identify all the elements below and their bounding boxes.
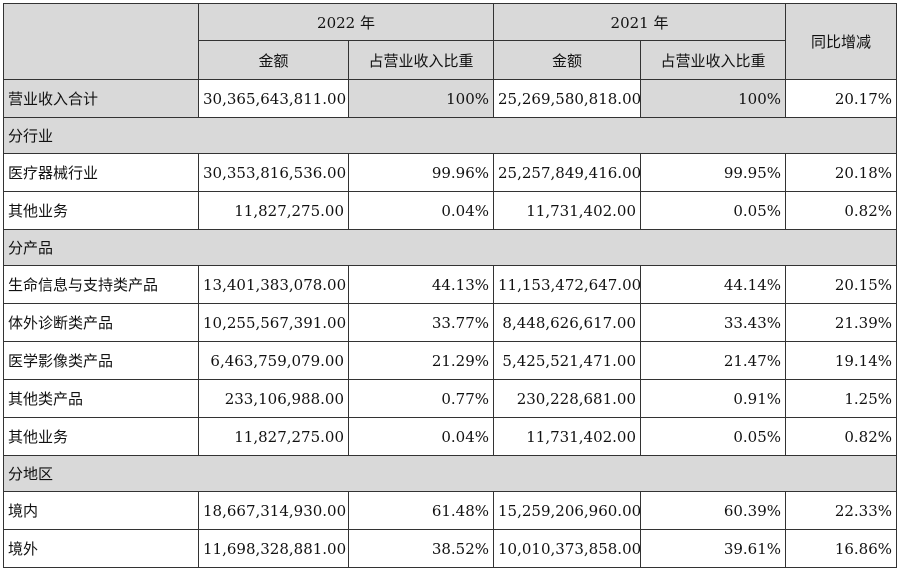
header-yoy-change: 同比增减	[785, 3, 898, 80]
table-row: 生命信息与支持类产品 13,401,383,078.00 44.13% 11,1…	[3, 265, 898, 304]
share-2022: 61.48%	[347, 491, 495, 530]
amount-2022: 11,827,275.00	[198, 191, 349, 230]
yoy-change: 1.25%	[785, 379, 898, 418]
amount-2022: 6,463,759,079.00	[198, 341, 349, 380]
total-revenue-row: 营业收入合计 30,365,643,811.00 100% 25,269,580…	[3, 79, 898, 118]
share-2022: 38.52%	[347, 529, 495, 568]
table-row: 其他类产品 233,106,988.00 0.77% 230,228,681.0…	[3, 379, 898, 418]
yoy-change: 0.82%	[785, 191, 898, 230]
table-row: 其他业务 11,827,275.00 0.04% 11,731,402.00 0…	[3, 417, 898, 456]
yoy-change: 20.18%	[785, 153, 898, 192]
section-title-region: 分地区	[2, 455, 898, 492]
share-2021: 99.95%	[640, 153, 787, 192]
share-2022: 0.77%	[347, 379, 495, 418]
header-amount-2022: 金额	[198, 40, 349, 80]
share-2021: 33.43%	[640, 303, 787, 342]
row-label: 境外	[3, 529, 199, 568]
yoy-change: 20.15%	[785, 265, 898, 304]
amount-2022: 11,698,328,881.00	[198, 529, 349, 568]
header-row-years: 2022 年 2021 年 同比增减	[3, 3, 898, 80]
share-2022: 44.13%	[347, 265, 495, 304]
revenue-breakdown-table: 2022 年 2021 年 同比增减 金额 占营业收入比重 金额 占营业收入比重…	[2, 3, 898, 568]
amount-2021: 15,259,206,960.00	[493, 491, 642, 530]
row-label: 体外诊断类产品	[3, 303, 199, 342]
yoy-change: 19.14%	[785, 341, 898, 380]
amount-2021: 25,257,849,416.00	[493, 153, 642, 192]
amount-2021: 5,425,521,471.00	[493, 341, 642, 380]
amount-2021: 230,228,681.00	[493, 379, 642, 418]
table-row: 医疗器械行业 30,353,816,536.00 99.96% 25,257,8…	[3, 153, 898, 192]
amount-2021: 11,731,402.00	[493, 191, 642, 230]
share-2021: 0.05%	[640, 417, 787, 456]
share-2022: 0.04%	[347, 417, 495, 456]
row-label: 其他业务	[3, 191, 199, 230]
row-label: 医疗器械行业	[3, 153, 199, 192]
share-2022: 21.29%	[347, 341, 495, 380]
share-2022: 99.96%	[347, 153, 495, 192]
share-2021: 0.91%	[640, 379, 787, 418]
amount-2021: 10,010,373,858.00	[493, 529, 642, 568]
amount-2022: 18,667,314,930.00	[198, 491, 349, 530]
table-row: 体外诊断类产品 10,255,567,391.00 33.77% 8,448,6…	[3, 303, 898, 342]
amount-2021: 11,731,402.00	[493, 417, 642, 456]
header-corner-cell	[3, 3, 199, 80]
row-label: 医学影像类产品	[3, 341, 199, 380]
share-2021: 21.47%	[640, 341, 787, 380]
amount-2022: 30,353,816,536.00	[198, 153, 349, 192]
total-amount-2022: 30,365,643,811.00	[198, 79, 349, 118]
total-revenue-label: 营业收入合计	[3, 79, 199, 118]
share-2022: 0.04%	[347, 191, 495, 230]
amount-2022: 10,255,567,391.00	[198, 303, 349, 342]
table-row: 医学影像类产品 6,463,759,079.00 21.29% 5,425,52…	[3, 341, 898, 380]
row-label: 境内	[3, 491, 199, 530]
section-title-product: 分产品	[2, 229, 898, 266]
header-share-2022: 占营业收入比重	[347, 40, 495, 80]
amount-2021: 11,153,472,647.00	[493, 265, 642, 304]
yoy-change: 22.33%	[785, 491, 898, 530]
share-2021: 0.05%	[640, 191, 787, 230]
table-row: 境内 18,667,314,930.00 61.48% 15,259,206,9…	[3, 491, 898, 530]
share-2021: 44.14%	[640, 265, 787, 304]
total-share-2022: 100%	[347, 79, 495, 118]
section-header-row: 分行业	[2, 117, 898, 154]
total-amount-2021: 25,269,580,818.00	[493, 79, 642, 118]
amount-2022: 233,106,988.00	[198, 379, 349, 418]
amount-2022: 11,827,275.00	[198, 417, 349, 456]
row-label: 生命信息与支持类产品	[3, 265, 199, 304]
section-header-row: 分地区	[2, 455, 898, 492]
share-2021: 39.61%	[640, 529, 787, 568]
header-share-2021: 占营业收入比重	[640, 40, 787, 80]
header-year-2022: 2022 年	[197, 3, 495, 41]
section-header-row: 分产品	[2, 229, 898, 266]
amount-2021: 8,448,626,617.00	[493, 303, 642, 342]
yoy-change: 0.82%	[785, 417, 898, 456]
yoy-change: 21.39%	[785, 303, 898, 342]
share-2021: 60.39%	[640, 491, 787, 530]
total-share-2021: 100%	[640, 79, 787, 118]
revenue-table-container: 2022 年 2021 年 同比增减 金额 占营业收入比重 金额 占营业收入比重…	[2, 3, 898, 568]
amount-2022: 13,401,383,078.00	[198, 265, 349, 304]
yoy-change: 16.86%	[785, 529, 898, 568]
total-yoy-change: 20.17%	[785, 79, 898, 118]
header-amount-2021: 金额	[493, 40, 642, 80]
table-row: 其他业务 11,827,275.00 0.04% 11,731,402.00 0…	[3, 191, 898, 230]
section-title-industry: 分行业	[2, 117, 898, 154]
header-row-columns: 金额 占营业收入比重 金额 占营业收入比重	[4, 40, 897, 80]
row-label: 其他类产品	[3, 379, 199, 418]
share-2022: 33.77%	[347, 303, 495, 342]
header-year-2021: 2021 年	[493, 3, 787, 41]
table-row: 境外 11,698,328,881.00 38.52% 10,010,373,8…	[3, 529, 898, 568]
row-label: 其他业务	[3, 417, 199, 456]
